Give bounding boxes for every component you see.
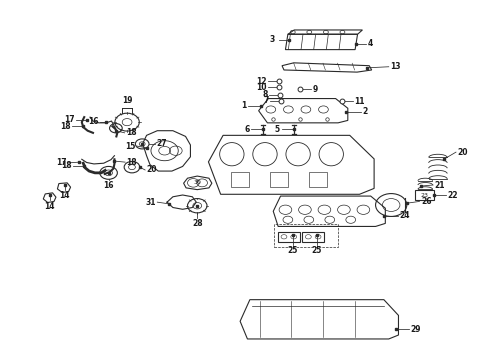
Text: 23: 23 xyxy=(420,193,428,198)
Text: 16: 16 xyxy=(88,117,98,126)
Text: 28: 28 xyxy=(192,219,202,228)
Text: 17: 17 xyxy=(64,116,74,125)
Text: 15: 15 xyxy=(125,141,135,150)
Bar xyxy=(270,172,288,187)
Text: 3: 3 xyxy=(270,36,275,45)
Bar xyxy=(302,232,324,242)
Text: 25: 25 xyxy=(288,247,298,256)
Text: 6: 6 xyxy=(244,125,249,134)
Text: 14: 14 xyxy=(59,192,70,201)
Bar xyxy=(274,224,338,247)
Bar xyxy=(231,172,249,187)
Text: 11: 11 xyxy=(355,96,365,105)
Text: 10: 10 xyxy=(256,83,267,92)
Text: 27: 27 xyxy=(156,139,167,148)
Text: 31: 31 xyxy=(146,198,156,207)
Text: 18: 18 xyxy=(126,158,137,167)
Text: 19: 19 xyxy=(122,96,132,105)
Text: 7: 7 xyxy=(263,96,269,105)
Text: 17: 17 xyxy=(56,158,67,167)
Text: 18: 18 xyxy=(126,129,137,138)
Text: 12: 12 xyxy=(256,77,267,86)
Text: 5: 5 xyxy=(275,125,280,134)
Text: 30: 30 xyxy=(194,180,202,185)
Text: 14: 14 xyxy=(45,202,55,211)
Bar xyxy=(415,190,434,201)
Text: 4: 4 xyxy=(368,39,372,48)
Text: 21: 21 xyxy=(435,180,445,189)
Text: 18: 18 xyxy=(61,161,72,170)
Text: 9: 9 xyxy=(312,85,318,94)
Text: 26: 26 xyxy=(421,197,431,206)
Text: 8: 8 xyxy=(263,90,268,99)
Text: 13: 13 xyxy=(390,62,401,71)
Text: 20: 20 xyxy=(147,166,157,175)
Bar xyxy=(278,232,299,242)
Bar xyxy=(309,172,327,187)
Text: 2: 2 xyxy=(363,107,368,116)
Text: 16: 16 xyxy=(103,181,114,190)
Text: 25: 25 xyxy=(312,247,322,256)
Text: 24: 24 xyxy=(399,211,410,220)
Text: 1: 1 xyxy=(241,102,246,111)
Text: 20: 20 xyxy=(458,148,468,157)
Text: 22: 22 xyxy=(448,191,458,200)
Text: 29: 29 xyxy=(411,325,421,334)
Text: 18: 18 xyxy=(60,122,71,131)
